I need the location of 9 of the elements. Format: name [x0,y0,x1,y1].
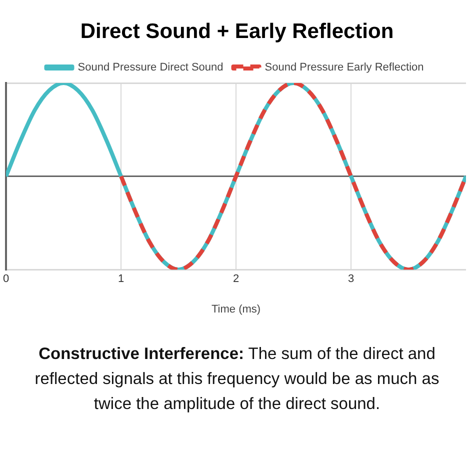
x-tick-label: 2 [232,273,240,286]
x-tick-label: 1 [118,273,124,286]
x-axis-title: Time (ms) [211,303,261,316]
legend-label: Sound Pressure Direct Sound [78,62,224,74]
x-tick-label: 0 [2,273,10,286]
x-tick-label: 3 [348,273,354,286]
chart-title: Direct Sound + Early Reflection [79,19,395,45]
legend-label: Sound Pressure Early Reflection [264,62,424,74]
text: Constructive Interference: The sum of the direct and reflected signals at this frequency would be as much as twice the amplitude of the direct sound. [34,344,440,415]
